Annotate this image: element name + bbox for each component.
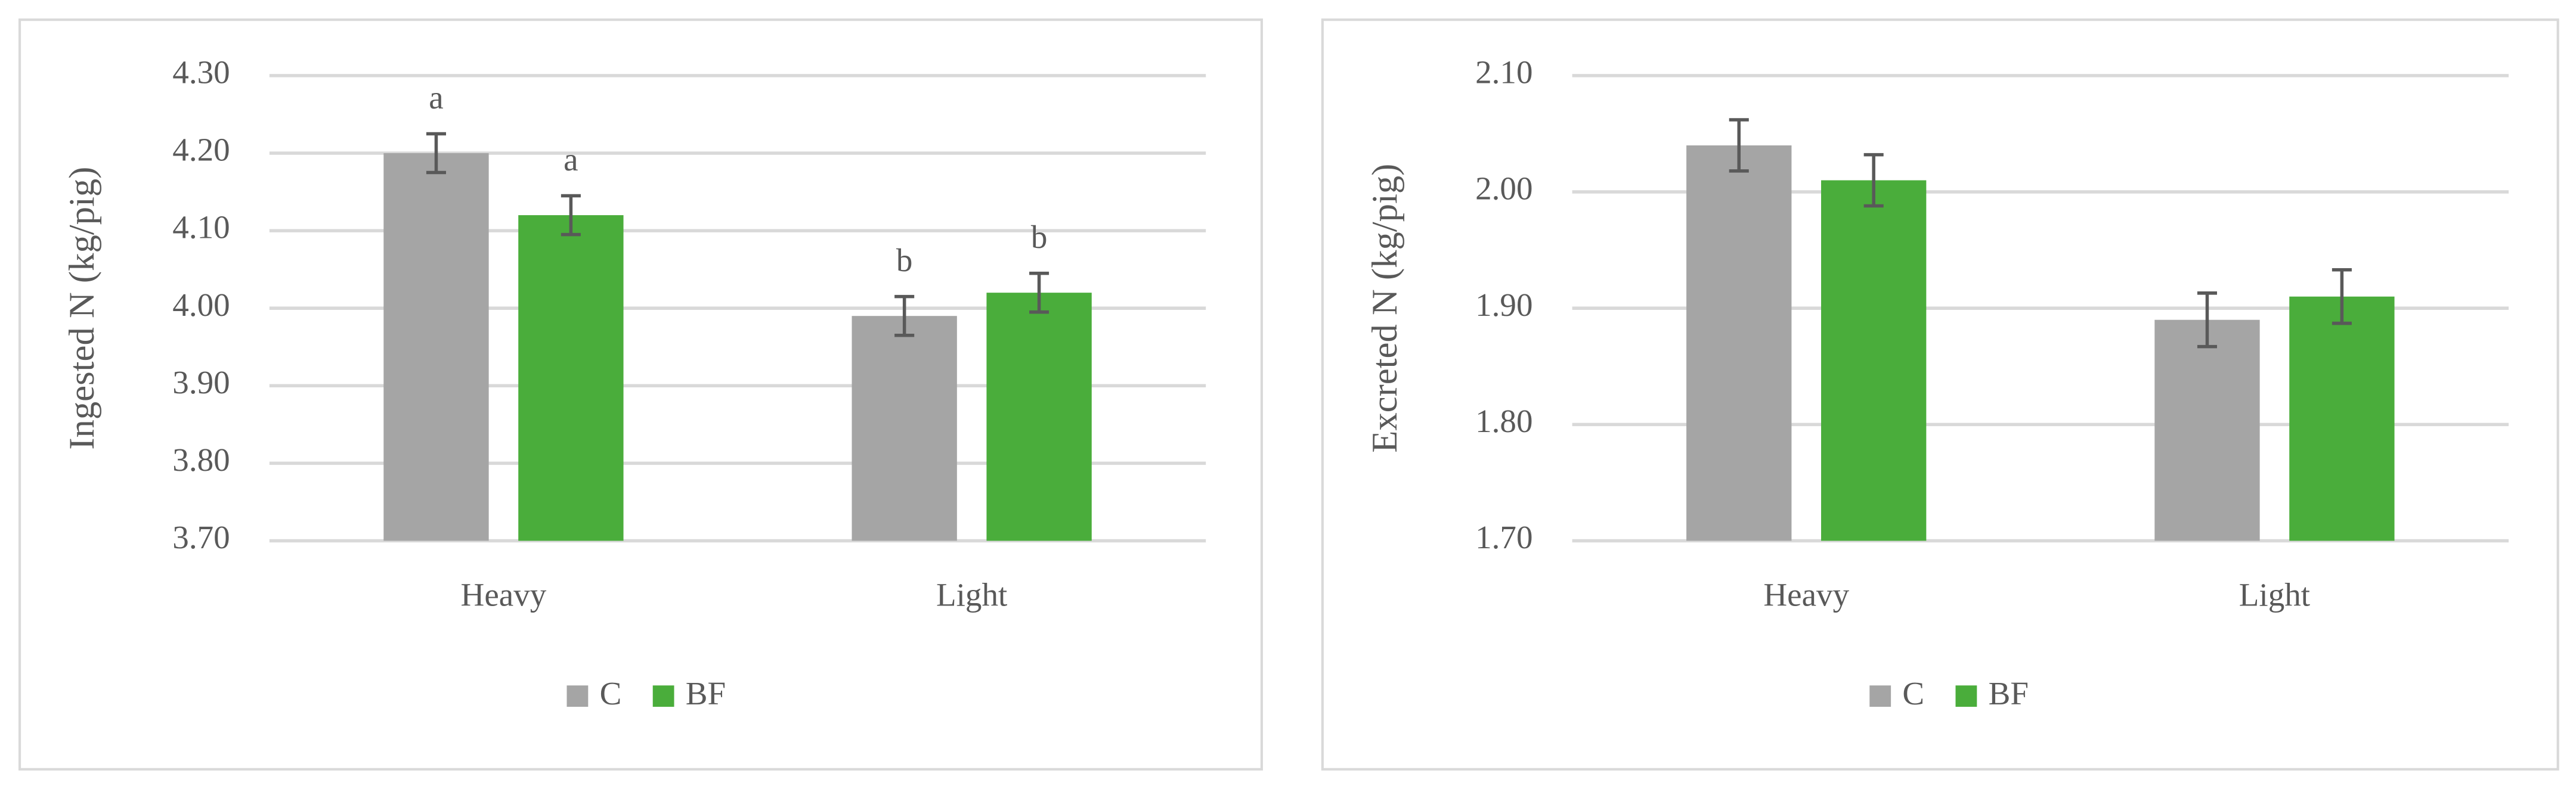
y-tick-label: 3.90	[172, 364, 230, 400]
y-tick-label: 1.90	[1475, 287, 1532, 323]
y-axis-title: Excreted N (kg/pig)	[1365, 164, 1405, 453]
x-tick-label: Light	[936, 577, 1007, 613]
significance-label: b	[896, 242, 913, 278]
y-tick-label: 4.20	[172, 132, 230, 168]
panel-border	[1321, 18, 2559, 771]
y-tick-label: 4.00	[172, 287, 230, 323]
y-tick-label: 3.70	[172, 519, 230, 555]
y-tick-label: 3.80	[172, 442, 230, 478]
bar	[1821, 180, 1927, 541]
significance-label: b	[1031, 219, 1048, 255]
legend-label: BF	[1989, 675, 2029, 712]
error-bar	[894, 294, 915, 337]
bar	[986, 293, 1092, 541]
bar	[383, 153, 489, 541]
legend-swatch	[566, 685, 589, 707]
x-tick-label: Heavy	[1763, 577, 1849, 613]
bar	[518, 215, 624, 541]
error-bar	[1029, 271, 1049, 314]
bar	[2154, 319, 2260, 541]
error-bar	[2332, 268, 2352, 325]
panel-border	[18, 18, 1263, 771]
significance-label: a	[564, 141, 578, 178]
legend-label: C	[1902, 675, 1924, 712]
error-bar	[561, 194, 581, 237]
significance-label: a	[429, 79, 443, 116]
legend-label: BF	[686, 675, 726, 712]
error-bar	[1863, 153, 1884, 208]
error-bar	[426, 132, 447, 175]
y-tick-label: 4.10	[172, 209, 230, 246]
legend-swatch	[652, 685, 674, 707]
legend-label: C	[600, 675, 622, 712]
bar	[1686, 145, 1792, 541]
y-axis-title: Ingested N (kg/pig)	[62, 167, 102, 450]
legend-swatch	[1955, 685, 1977, 707]
y-tick-label: 1.80	[1475, 403, 1532, 439]
y-tick-label: 2.00	[1475, 170, 1532, 207]
bar	[852, 316, 957, 541]
y-tick-label: 2.10	[1475, 54, 1532, 91]
x-tick-label: Heavy	[461, 577, 547, 613]
x-tick-label: Light	[2239, 577, 2310, 613]
error-bar	[1729, 118, 1749, 173]
error-bar	[2197, 291, 2218, 349]
y-tick-label: 4.30	[172, 54, 230, 91]
bar	[2289, 296, 2395, 541]
y-tick-label: 1.70	[1475, 519, 1532, 555]
legend-swatch	[1869, 685, 1891, 707]
